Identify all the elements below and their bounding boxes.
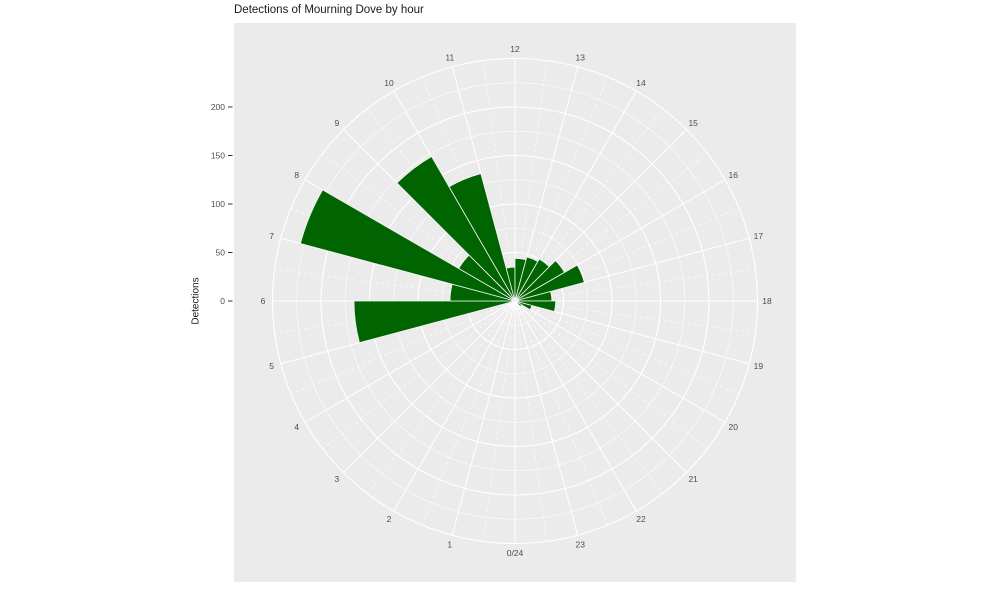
hour-label-11: 11 [445, 53, 454, 63]
bar-hour-20 [514, 300, 523, 307]
hour-label-19: 19 [754, 361, 764, 371]
grid-spoke-minor-15.5 [514, 153, 708, 302]
y-tick-label-200: 200 [211, 102, 225, 112]
grid-spoke-minor-11.5 [483, 60, 516, 302]
bar-hour-5 [353, 300, 516, 344]
grid-spoke-hour-21 [514, 300, 687, 473]
hour-label-8: 8 [294, 170, 299, 180]
hour-label-10: 10 [384, 78, 394, 88]
hour-label-0-24: 0/24 [507, 548, 524, 558]
grid-spoke-minor-16.5 [514, 207, 740, 302]
hour-label-7: 7 [269, 231, 274, 241]
hour-label-9: 9 [334, 118, 339, 128]
y-tick-label-0: 0 [220, 296, 225, 306]
hour-label-5: 5 [269, 361, 274, 371]
hour-label-2: 2 [387, 514, 392, 524]
grid-spoke-minor-12.5 [514, 60, 547, 302]
y-tick-label-50: 50 [216, 248, 226, 258]
grid-spoke-minor-3.5 [322, 300, 516, 449]
grid-spoke-minor-18.5 [514, 300, 756, 333]
grid-spoke-minor-21.5 [514, 300, 663, 494]
grid-spoke-minor-14.5 [514, 108, 663, 302]
grid-spoke-minor-6.5 [274, 269, 516, 302]
bar-hour-16 [514, 264, 585, 302]
hour-label-22: 22 [636, 514, 646, 524]
hour-label-3: 3 [334, 474, 339, 484]
chart-title: Detections of Mourning Dove by hour [234, 4, 424, 16]
grid-spoke-minor-4.5 [290, 300, 516, 395]
grid-spoke-hour-3 [343, 300, 516, 473]
grid-spoke-minor-17.5 [514, 269, 756, 302]
grid-spoke-hour-23 [514, 300, 579, 536]
grid-spoke-minor-19.5 [514, 300, 740, 395]
grid-spoke-minor-2.5 [367, 300, 516, 494]
grid-spoke-hour-20 [514, 300, 726, 423]
hour-label-21: 21 [688, 474, 698, 484]
hour-label-4: 4 [294, 422, 299, 432]
hour-label-23: 23 [575, 539, 585, 549]
grid-spoke-hour-2 [393, 300, 516, 512]
bar-hour-7 [300, 189, 516, 302]
bar-hour-9 [396, 156, 516, 302]
hour-label-13: 13 [575, 53, 585, 63]
grid-spoke-hour-4 [304, 300, 516, 423]
grid-spoke-minor-0.5 [483, 300, 516, 542]
grid-spoke-hour-1 [451, 300, 516, 536]
grid-spoke-minor-20.5 [514, 300, 708, 449]
grid-spoke-minor-1.5 [421, 300, 516, 526]
grid-spoke-minor-13.5 [514, 76, 609, 302]
grid-spoke-minor-23.5 [514, 300, 547, 542]
hour-label-6: 6 [261, 296, 266, 306]
hour-label-1: 1 [447, 539, 452, 549]
hour-label-16: 16 [729, 170, 739, 180]
hour-label-12: 12 [510, 44, 520, 54]
grid-spoke-minor-8.5 [322, 153, 516, 302]
hour-label-17: 17 [754, 231, 764, 241]
grid-spoke-hour-22 [514, 300, 637, 512]
hour-label-15: 15 [688, 118, 698, 128]
hour-label-14: 14 [636, 78, 646, 88]
y-tick-label-100: 100 [211, 199, 225, 209]
grid-spoke-minor-22.5 [514, 300, 609, 526]
hour-label-20: 20 [729, 422, 739, 432]
bar-hour-10 [448, 173, 516, 302]
hour-label-18: 18 [762, 296, 772, 306]
y-tick-label-150: 150 [211, 151, 225, 161]
